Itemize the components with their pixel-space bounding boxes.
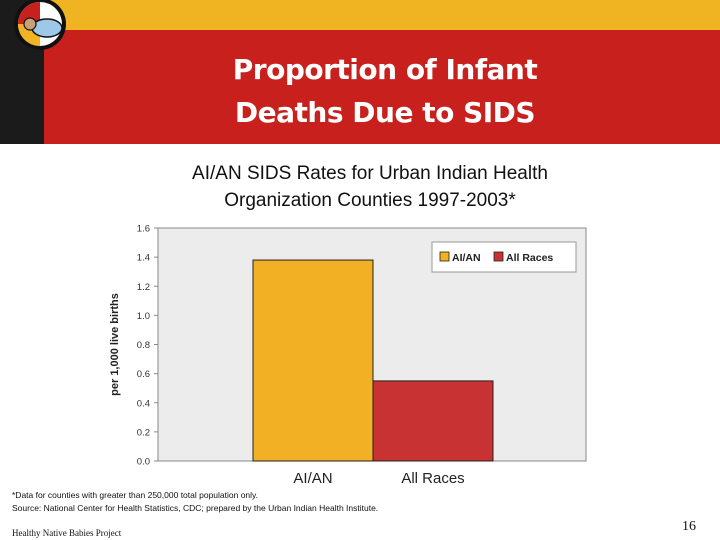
header-red-band <box>44 30 720 144</box>
x-tick-label: All Races <box>401 470 464 487</box>
legend-label: AI/AN <box>452 252 481 264</box>
baby-logo-icon <box>14 0 66 50</box>
chart-title-line-2: Organization Counties 1997-2003* <box>224 190 516 211</box>
bar-all-races <box>372 380 494 462</box>
slide-title-line-1: Proportion of Infant <box>232 53 538 86</box>
y-tick-label: 0.8 <box>137 340 150 351</box>
y-tick-label: 1.2 <box>137 282 150 293</box>
header-top-band <box>0 0 720 30</box>
y-tick-label: 0.4 <box>137 398 150 409</box>
y-tick-label: 1.0 <box>137 311 150 322</box>
legend-label: All Races <box>506 252 553 264</box>
chart-title: AI/AN SIDS Rates for Urban Indian Health… <box>100 160 640 214</box>
legend-swatch <box>439 251 450 262</box>
sids-bar-chart: 0.0 0.2 0.4 0.6 0.8 1.0 1.2 1.4 1.6 per 1,000 liv… <box>109 224 587 487</box>
chart-title-line-1: AI/AN SIDS Rates for Urban Indian Health <box>192 163 548 184</box>
x-tick-label: AI/AN <box>293 470 332 487</box>
legend-box <box>431 241 577 273</box>
y-tick-label: 0.6 <box>137 369 150 380</box>
y-axis-label: per 1,000 live births <box>109 293 121 396</box>
legend-swatch <box>493 251 504 262</box>
slide-title-line-2: Deaths Due to SIDS <box>234 96 536 129</box>
bar-ai-an <box>252 259 374 462</box>
y-tick-label: 0.0 <box>137 457 150 468</box>
credit-text: Healthy Native Babies Project <box>12 528 122 538</box>
footnote-source: Source: National Center for Health Stati… <box>12 503 379 513</box>
slide-title: Proportion of Infant Deaths Due to SIDS <box>150 48 620 134</box>
y-tick-label: 0.2 <box>137 427 150 438</box>
y-tick-label: 1.4 <box>137 253 150 264</box>
footnote-data-note: *Data for counties with greater than 250… <box>12 490 259 500</box>
y-tick-label: 1.6 <box>137 224 150 235</box>
page-number: 16 <box>682 519 696 534</box>
